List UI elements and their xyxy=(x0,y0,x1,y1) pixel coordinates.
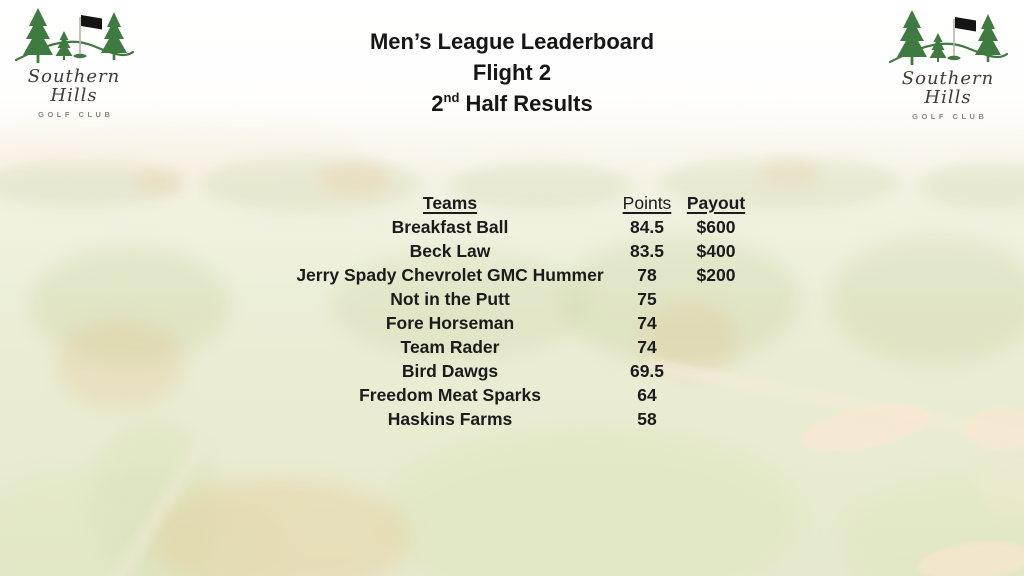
team-name: Beck Law xyxy=(409,241,491,261)
title-line-3: 2nd Half Results xyxy=(431,89,593,116)
team-points: 58 xyxy=(637,409,657,429)
club-name: Southern Hills xyxy=(901,68,995,108)
team-points: 74 xyxy=(637,337,657,357)
team-payout: $400 xyxy=(696,241,736,261)
club-name: Southern Hills xyxy=(27,66,121,106)
club-logo-right: Southern Hills GOLF CLUB xyxy=(882,8,1014,121)
golf-flag-icon xyxy=(81,15,102,30)
team-payout: $600 xyxy=(696,217,736,237)
team-points: 78 xyxy=(637,265,657,285)
team-payout: $200 xyxy=(696,265,736,285)
club-subtitle: GOLF CLUB xyxy=(912,111,988,121)
team-name: Team Rader xyxy=(400,337,500,357)
team-name: Jerry Spady Chevrolet GMC Hummer xyxy=(296,265,604,285)
ordinal-suffix: nd xyxy=(443,89,460,105)
slide-title: Men’s League Leaderboard Flight 2 2nd Ha… xyxy=(0,26,1024,119)
team-name: Not in the Putt xyxy=(390,289,510,309)
team-points: 84.5 xyxy=(629,217,665,237)
title-line-2: Flight 2 xyxy=(472,60,552,85)
team-points: 83.5 xyxy=(629,241,665,261)
team-payout xyxy=(679,383,753,407)
team-points: 75 xyxy=(637,289,657,309)
team-payout xyxy=(679,335,753,359)
team-name: Haskins Farms xyxy=(387,409,513,429)
title-line-1: Men’s League Leaderboard xyxy=(369,29,655,54)
team-name: Breakfast Ball xyxy=(391,217,509,237)
team-name: Fore Horseman xyxy=(385,313,515,333)
column-header-teams: Teams xyxy=(422,193,478,213)
team-name: Freedom Meat Sparks xyxy=(359,385,541,405)
team-payout xyxy=(679,287,753,311)
team-points: 64 xyxy=(637,385,657,405)
golf-flag-icon xyxy=(955,17,976,32)
team-points: 69.5 xyxy=(629,361,665,381)
club-subtitle: GOLF CLUB xyxy=(38,109,114,119)
column-header-payout: Payout xyxy=(686,193,746,213)
column-header-points: Points xyxy=(622,193,672,213)
leaderboard-table: Teams Points Payout Breakfast Ball 84.5 … xyxy=(285,191,753,431)
team-name: Bird Dawgs xyxy=(401,361,499,381)
club-logo-left: Southern Hills GOLF CLUB xyxy=(8,6,140,119)
team-points: 74 xyxy=(637,313,657,333)
pine-trees-flag-icon xyxy=(14,8,134,63)
pine-trees-flag-icon xyxy=(888,10,1008,65)
team-payout xyxy=(679,407,753,431)
team-payout xyxy=(679,359,753,383)
team-payout xyxy=(679,311,753,335)
